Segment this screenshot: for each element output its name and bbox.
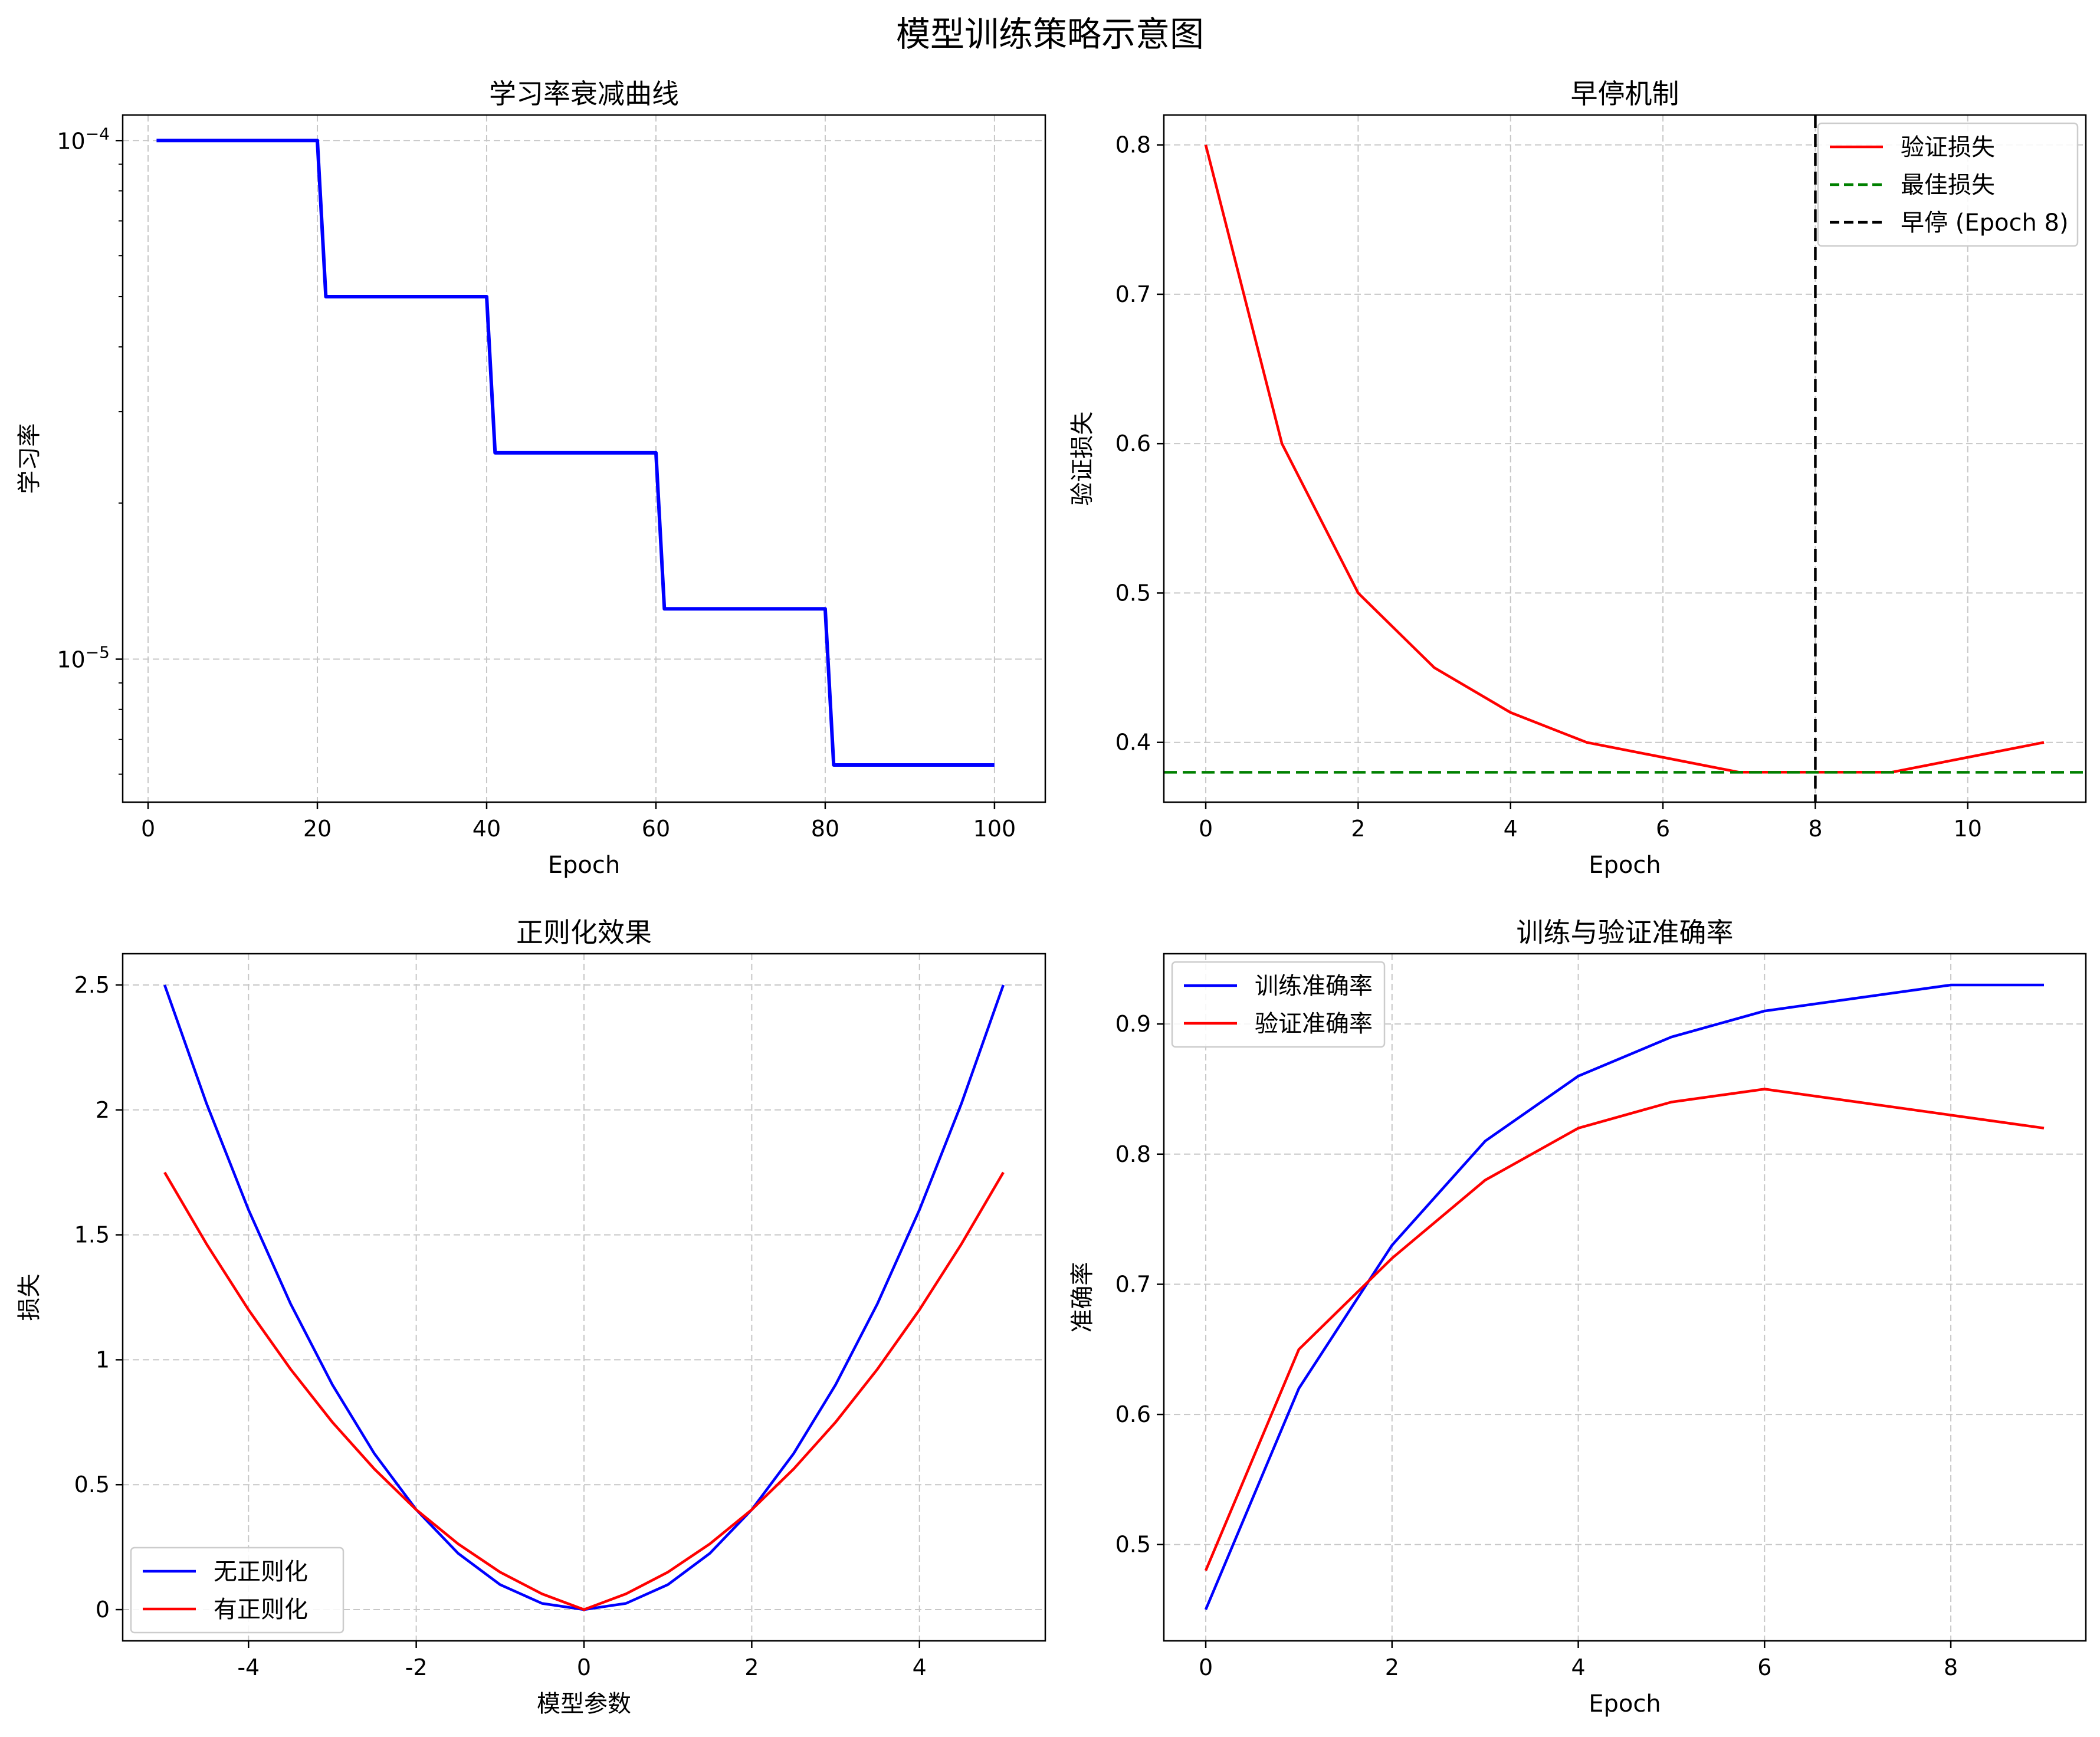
- x-tick-label: -4: [237, 1654, 260, 1680]
- x-tick-label: 2: [1385, 1654, 1399, 1680]
- series-line-验证损失: [1204, 145, 2045, 774]
- subplot-2: 0 2 4 6 8 100.40.50.60.70.8早停机制Epoch验证损失验证损失最…: [1069, 78, 2087, 879]
- plot-area: [1204, 983, 2045, 1610]
- y-tick-label: 0.8: [1115, 132, 1151, 158]
- axes-frame: [1163, 114, 2087, 803]
- legend-label: 有正则化: [214, 1596, 308, 1623]
- x-tick-label: 10: [1954, 816, 1982, 842]
- y-tick-label: 0: [96, 1597, 110, 1623]
- legend-label: 训练准确率: [1255, 973, 1373, 1000]
- grid: [123, 115, 1045, 802]
- y-tick-label: 10−5: [57, 643, 110, 673]
- subplot-title: 训练与验证准确率: [1517, 917, 1734, 948]
- plot-area: [163, 984, 1005, 1611]
- series-line-验证准确率: [1204, 1088, 2045, 1571]
- x-tick-label: 60: [642, 816, 670, 842]
- legend-label: 最佳损失: [1901, 172, 1995, 199]
- x-tick-label: 2: [1351, 816, 1365, 842]
- subplot-title: 早停机制: [1571, 78, 1679, 110]
- y-tick-label: 1.5: [74, 1222, 110, 1248]
- x-tick-label: 0: [1199, 1654, 1213, 1680]
- y-axis-label: 学习率: [16, 423, 43, 494]
- plot-area: [1164, 115, 2086, 802]
- y-tick-label: 0.8: [1115, 1141, 1151, 1167]
- x-tick-label: 80: [811, 816, 839, 842]
- subplot-4: 0 2 4 6 8 0.5 0.6 0.7 0.8 0.9 训练与验证准确率 Epoch 准确率 训练准确…: [1069, 917, 2087, 1718]
- y-tick-label: 0.7: [1115, 281, 1151, 307]
- x-tick-label: 4: [1504, 816, 1518, 842]
- subplot-title: 正则化效果: [516, 917, 652, 948]
- y-tick-label: 0.7: [1115, 1271, 1151, 1297]
- x-tick-label: 2: [744, 1654, 759, 1680]
- x-tick-label: 0: [577, 1654, 591, 1680]
- legend-box: [1817, 122, 2079, 247]
- y-tick-label: 0.6: [1115, 1401, 1151, 1427]
- x-axis-label: Epoch: [548, 852, 620, 879]
- figure-title: 模型训练策略示意图: [896, 14, 1204, 54]
- y-axis-label: 损失: [16, 1274, 43, 1321]
- y-axis-label: 准确率: [1069, 1262, 1096, 1333]
- x-axis-label: 模型参数: [537, 1690, 631, 1718]
- x-axis-label: Epoch: [1589, 1690, 1661, 1718]
- x-tick-label: 4: [1571, 1654, 1585, 1680]
- y-tick-label: 1: [96, 1347, 110, 1372]
- y-tick-label: 2: [96, 1097, 110, 1123]
- y-axis-label: 验证损失: [1069, 412, 1096, 506]
- grid: [1164, 954, 2086, 1641]
- series-line-series-1: [156, 139, 995, 767]
- y-tick-label: 0.5: [74, 1472, 110, 1498]
- x-tick-label: 4: [913, 1654, 927, 1680]
- x-tick-label: -2: [405, 1654, 428, 1680]
- y-tick-label: 0.9: [1115, 1011, 1151, 1037]
- legend-box: [1171, 961, 1386, 1048]
- x-tick-label: 6: [1656, 816, 1670, 842]
- legend-label: 验证损失: [1901, 134, 1995, 161]
- legend-box: [130, 1546, 344, 1634]
- legend-label: 早停 (Epoch 8): [1901, 209, 2069, 237]
- y-tick-label: 0.5: [1115, 580, 1151, 606]
- axes-frame: [122, 114, 1046, 803]
- axes-frame: [1163, 953, 2087, 1642]
- y-tick-label: 0.6: [1115, 431, 1151, 457]
- x-tick-label: 20: [303, 816, 332, 842]
- series-line-有正则化: [163, 1171, 1005, 1611]
- y-tick-label: 2.5: [74, 972, 110, 998]
- legend-label: 验证准确率: [1255, 1010, 1373, 1037]
- x-tick-label: 40: [472, 816, 501, 842]
- series-line-训练准确率: [1204, 983, 2044, 1610]
- legend-label: 无正则化: [214, 1558, 308, 1585]
- y-tick-label: 0.4: [1115, 730, 1151, 756]
- plot-area: [156, 139, 995, 767]
- x-tick-label: 8: [1808, 816, 1822, 842]
- subplot-title: 学习率衰减曲线: [489, 78, 679, 110]
- y-tick-label: 0.5: [1115, 1532, 1151, 1558]
- x-tick-label: 6: [1757, 1654, 1771, 1680]
- x-tick-label: 8: [1944, 1654, 1958, 1680]
- x-tick-label: 0: [1199, 816, 1213, 842]
- subplot-1: 0 20 40 60 80 100 10−5 10−4 学习率衰减曲线 Epoch 学习率: [16, 78, 1046, 879]
- x-tick-label: 0: [141, 816, 155, 842]
- y-tick-label: 10−4: [57, 124, 110, 154]
- x-axis-label: Epoch: [1589, 852, 1661, 879]
- x-tick-label: 100: [973, 816, 1016, 842]
